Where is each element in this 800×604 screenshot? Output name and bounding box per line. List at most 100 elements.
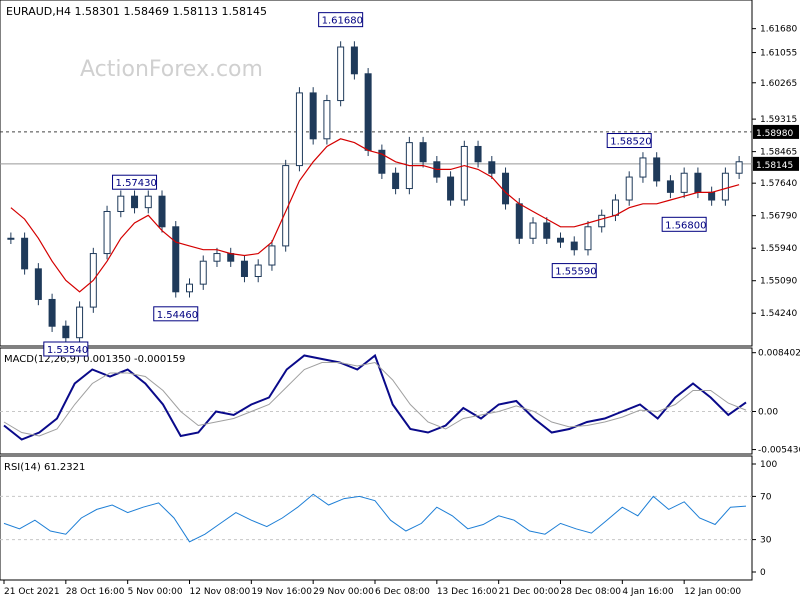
- price-annotation-1: 1.57430: [112, 174, 158, 190]
- candle-34: [474, 140, 482, 168]
- candle-11: [158, 190, 166, 233]
- macd-panel-frame: [0, 347, 753, 455]
- annotation-label-0: 1.53540: [47, 345, 88, 356]
- candle-8: [117, 190, 125, 218]
- candle-body-22: [309, 92, 317, 140]
- candle-body-36: [502, 172, 510, 205]
- candle-45: [625, 171, 633, 206]
- xtick-label-10: 4 Jan 16:00: [622, 587, 674, 597]
- axes: 1.61680 1.61055 1.60265 1.59315 1.58465 1.576…: [3, 25, 800, 597]
- macd-ytick-label-0: 0.008402: [758, 349, 800, 359]
- candle-41: [570, 236, 578, 256]
- moving-average-line: [10, 138, 740, 293]
- candle-12: [172, 221, 180, 298]
- rsi-header: RSI(14) 61.2321: [4, 462, 85, 473]
- candle-body-21: [295, 92, 303, 167]
- macd-series-macd: [3, 353, 747, 441]
- xtick-label-2: 5 Nov 00:00: [128, 587, 183, 597]
- price-panel-frame: [0, 0, 753, 347]
- annotation-box-4: [606, 133, 652, 149]
- candle-35: [488, 156, 496, 179]
- candle-body-16: [227, 253, 235, 262]
- candle-36: [502, 167, 510, 210]
- candle-body-43: [598, 214, 606, 228]
- candle-body-52: [721, 172, 729, 201]
- candle-body-19: [268, 245, 276, 266]
- price-annotation-2: 1.54460: [153, 306, 199, 322]
- candle-40: [557, 232, 564, 248]
- candle-19: [268, 240, 276, 271]
- candle-body-49: [680, 172, 688, 193]
- xtick-label-3: 12 Nov 08:00: [190, 587, 251, 597]
- level-price-tag-0: 1.58980: [753, 124, 799, 139]
- watermark: ActionForex.com: [80, 57, 263, 82]
- xtick-label-9: 28 Dec 08:00: [561, 587, 622, 597]
- candle-body-9: [131, 195, 139, 209]
- candle-body-23: [323, 100, 331, 140]
- symbol-header: EURAUD,H4 1.58301 1.58469 1.58113 1.5814…: [6, 5, 267, 18]
- price-ytick-label-3: 1.59315: [760, 115, 797, 125]
- candle-body-4: [62, 325, 70, 339]
- candle-body-41: [570, 241, 578, 251]
- candle-10: [144, 190, 152, 214]
- candle-body-7: [103, 210, 111, 255]
- candle-14: [199, 255, 207, 290]
- price-ytick-label-2: 1.60265: [760, 79, 797, 89]
- price-plot: 1.58980 1.58145 1.53540 1.57430 1.54460 1.616…: [0, 12, 799, 357]
- candle-53: [735, 156, 743, 179]
- level-tag-text-1: 1.58145: [756, 161, 793, 171]
- macd-header: MACD(12,26,9) 0.001350 -0.000159: [4, 354, 185, 365]
- candle-33: [460, 140, 468, 206]
- level-price-tag-1: 1.58145: [753, 156, 799, 171]
- candle-body-30: [419, 142, 427, 163]
- annotation-label-4: 1.58520: [610, 137, 651, 148]
- candle-body-53: [735, 161, 743, 174]
- annotation-box-5: [661, 216, 707, 232]
- price-ytick-label-4: 1.58465: [760, 148, 797, 158]
- candle-43: [598, 209, 606, 233]
- annotation-label-6: 1.55590: [555, 267, 596, 278]
- price-ytick-label-5: 1.57640: [760, 179, 797, 189]
- candle-42: [584, 221, 592, 256]
- candle-body-46: [639, 157, 647, 178]
- annotation-box-3: [318, 12, 364, 28]
- candle-body-47: [653, 157, 661, 182]
- rsi-plot: [0, 493, 752, 543]
- annotation-box-2: [153, 306, 199, 322]
- candle-body-51: [708, 191, 716, 201]
- candle-body-34: [474, 145, 482, 163]
- price-annotation-0: 1.53540: [43, 341, 89, 357]
- price-ytick-label-0: 1.61680: [760, 25, 797, 35]
- xtick-label-11: 12 Jan 00:00: [684, 587, 741, 597]
- annotation-label-2: 1.54460: [157, 310, 198, 321]
- candle-52: [721, 167, 729, 206]
- candle-46: [639, 152, 647, 183]
- candle-body-25: [350, 46, 358, 75]
- price-annotation-6: 1.55590: [551, 263, 597, 279]
- candle-body-28: [392, 172, 400, 190]
- level-tag-text-0: 1.58980: [756, 129, 793, 139]
- price-ytick-label-7: 1.55940: [760, 244, 797, 254]
- annotation-box-6: [551, 263, 597, 279]
- candle-17: [240, 255, 248, 283]
- candle-47: [653, 152, 661, 187]
- level-tag-bg-1: [753, 156, 799, 171]
- annotation-box-0: [43, 341, 89, 357]
- macd-ytick-label-1: 0.00: [758, 408, 778, 418]
- candle-body-8: [117, 195, 125, 212]
- xtick-label-0: 21 Oct 2021: [4, 587, 60, 597]
- candle-body-0: [7, 237, 15, 240]
- candle-body-38: [529, 222, 537, 239]
- price-annotation-4: 1.58520: [606, 133, 652, 149]
- price-annotation-3: 1.61680: [318, 12, 364, 28]
- candle-body-11: [158, 195, 166, 228]
- candle-body-45: [625, 176, 633, 201]
- candle-22: [309, 87, 317, 145]
- candle-13: [186, 278, 193, 298]
- candle-2: [34, 263, 42, 306]
- candle-25: [350, 41, 358, 80]
- candle-5: [76, 301, 84, 344]
- candle-26: [364, 68, 372, 157]
- macd-plot: [0, 353, 752, 441]
